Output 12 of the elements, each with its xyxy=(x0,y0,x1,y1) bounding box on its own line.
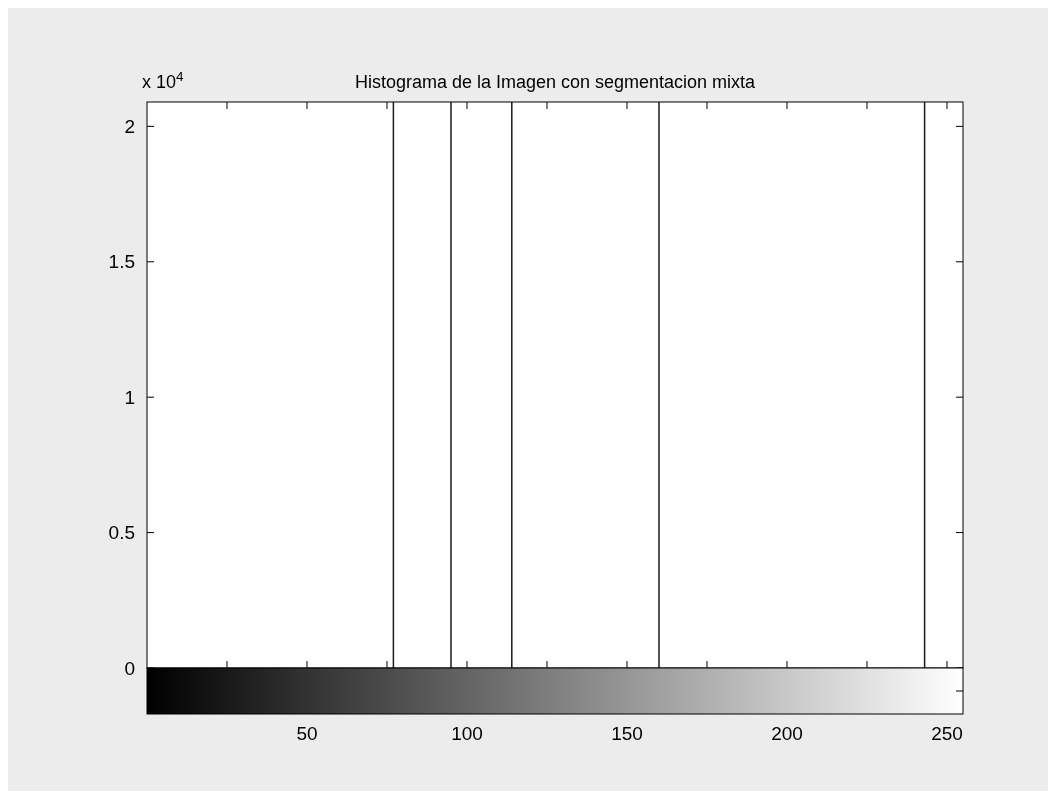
y-tick-label: 1.5 xyxy=(108,251,135,273)
chart-title: Histograma de la Imagen con segmentacion mixta xyxy=(354,72,757,92)
x-tick-label: 150 xyxy=(611,723,643,744)
x-tick-label: 200 xyxy=(771,723,803,744)
text: x 10$^{4}$ xyxy=(142,68,185,92)
y-tick-label: 2 xyxy=(124,116,135,138)
x-tick-label: 50 xyxy=(296,723,318,744)
x-tick-label: 250 xyxy=(931,723,963,744)
y-tick-label: 0.5 xyxy=(108,522,135,544)
x-tick-label: 100 xyxy=(451,723,483,744)
y-tick-label: 0 xyxy=(124,657,135,679)
y-tick-label: 1 xyxy=(124,386,135,408)
